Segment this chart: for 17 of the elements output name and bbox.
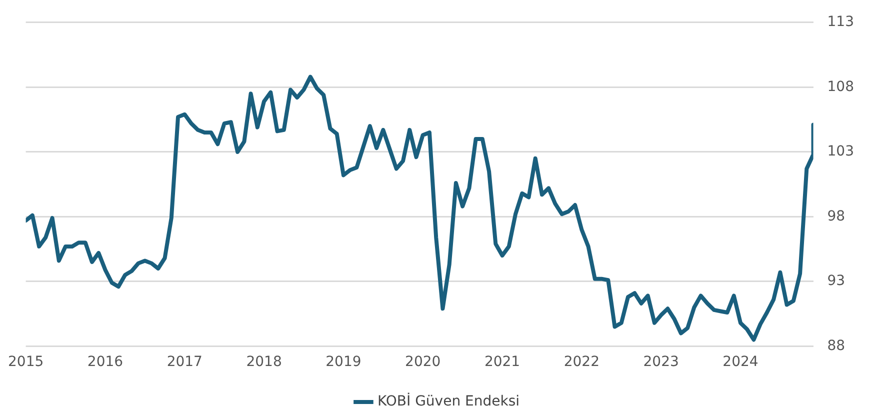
x-tick-label: 2016 [87,354,124,370]
y-tick-label: 103 [827,144,854,160]
legend-label: KOBİ Güven Endeksi [377,392,520,410]
y-tick-label: 93 [827,273,846,290]
y-tick-label: 108 [827,78,854,95]
x-tick-label: 2021 [484,354,520,370]
x-tick-label: 2020 [405,354,441,370]
x-tick-label: 2017 [166,354,202,370]
x-tick-label: 2022 [564,354,600,370]
x-tick-label: 2024 [722,354,758,370]
y-tick-label: 98 [827,208,846,224]
y-tick-label: 88 [827,338,846,354]
x-tick-label: 2018 [246,354,282,370]
x-tick-label: 2015 [8,354,44,370]
y-tick-label: 113 [827,14,854,30]
x-tick-label: 2023 [643,354,679,370]
x-tick-label: 2019 [326,354,362,370]
